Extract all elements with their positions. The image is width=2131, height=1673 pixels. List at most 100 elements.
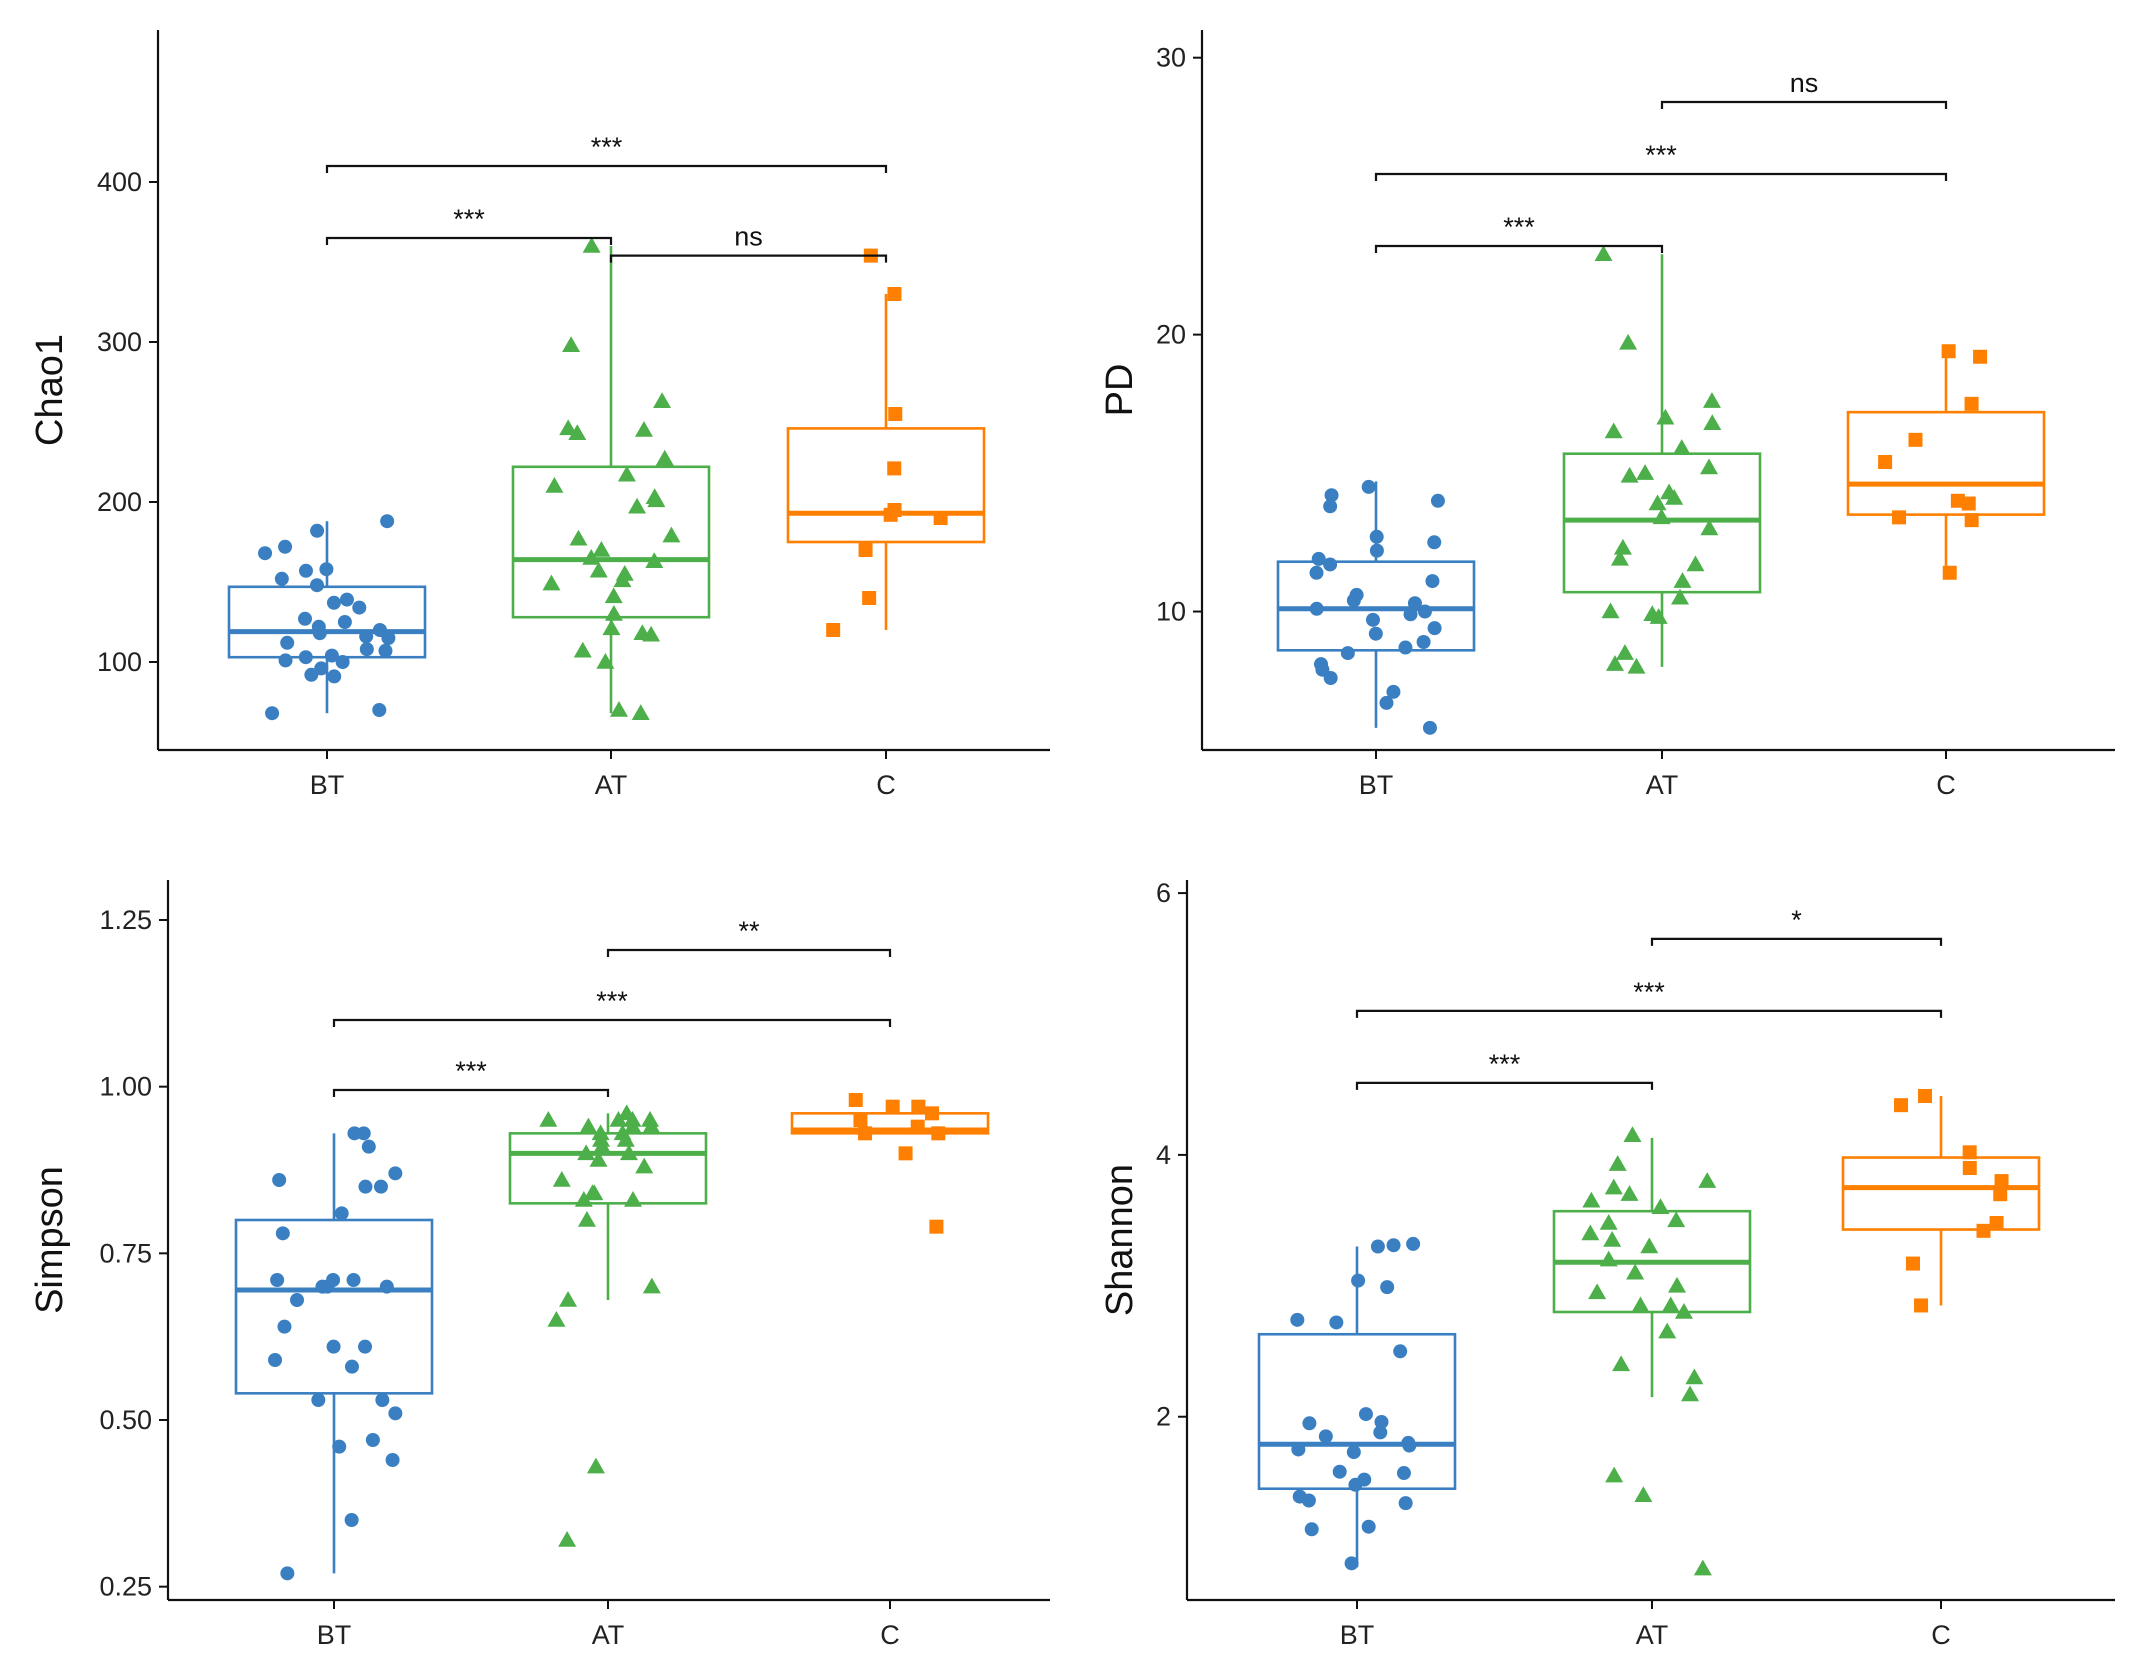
simpson-point-c — [848, 1093, 863, 1107]
simpson-point-at — [613, 1124, 632, 1141]
shannon-point-at — [1667, 1211, 1686, 1228]
shannon-point-bt — [1291, 1442, 1306, 1457]
simpson-point-bt — [379, 1279, 394, 1294]
shannon-point-c — [1994, 1174, 2009, 1189]
simpson-point-at — [559, 1291, 578, 1307]
shannon-point-c — [1989, 1215, 2004, 1230]
shannon-point-bt — [1318, 1429, 1333, 1444]
chao1-point-c — [887, 461, 902, 476]
panel-pd: 10 20 30 BT AT C PD *** *** ns — [1099, 30, 2115, 800]
simpson-point-bt — [268, 1353, 283, 1367]
pd-point-bt — [1361, 479, 1376, 494]
chao1-significance-bt-c: *** — [325, 132, 888, 173]
chao1-point-bt — [352, 600, 367, 615]
chao1-point-at — [569, 529, 588, 546]
shannon-box-at — [1552, 1137, 1752, 1398]
simpson-point-bt — [280, 1566, 295, 1581]
pd-box-c — [1846, 351, 2046, 573]
pd-box-bt — [1276, 481, 1476, 728]
chao1-point-at — [589, 561, 608, 578]
chao1-point-bt — [378, 643, 393, 658]
pd-point-bt — [1309, 601, 1324, 616]
chao1-y-tick-label: 100 — [97, 647, 142, 677]
chao1-point-at — [645, 552, 664, 568]
chao1-point-bt — [359, 642, 374, 657]
simpson-y-tick-label: 0.50 — [99, 1405, 152, 1435]
simpson-point-at — [591, 1124, 610, 1141]
shannon-point-bt — [1344, 1556, 1359, 1571]
chao1-significance-bracket — [325, 236, 613, 245]
chao1-point-bt — [326, 595, 341, 610]
chao1-point-at — [568, 424, 587, 440]
simpson-point-c — [885, 1099, 900, 1114]
chao1-point-at — [604, 605, 623, 621]
chao1-point-bt — [359, 629, 374, 644]
simpson-point-c — [858, 1126, 873, 1141]
shannon-point-c — [1993, 1187, 2008, 1202]
pd-x-tick-label-c: C — [1936, 770, 1956, 800]
simpson-iqr-box-at — [508, 1132, 708, 1205]
chao1-box-c — [786, 294, 986, 630]
pd-point-at — [1656, 408, 1675, 425]
pd-significance-bt-at: *** — [1374, 212, 1664, 253]
pd-y-tick-label: 20 — [1156, 320, 1186, 350]
simpson-point-at — [624, 1191, 643, 1207]
pd-point-bt — [1403, 607, 1418, 622]
chao1-point-bt — [265, 706, 280, 721]
shannon-point-at — [1693, 1559, 1712, 1576]
pd-point-bt — [1379, 695, 1394, 710]
pd-point-at — [1610, 549, 1629, 566]
shannon-point-bt — [1304, 1522, 1319, 1537]
shannon-point-bt — [1373, 1425, 1388, 1440]
shannon-point-bt — [1361, 1519, 1376, 1534]
shannon-significance-bracket — [1355, 1009, 1943, 1018]
pd-point-at — [1643, 605, 1662, 622]
chao1-point-at — [645, 488, 664, 504]
pd-point-at — [1604, 422, 1623, 439]
simpson-point-bt — [365, 1433, 380, 1447]
pd-point-c — [1950, 493, 1965, 508]
pd-point-at — [1671, 588, 1690, 605]
simpson-point-at — [552, 1171, 571, 1187]
simpson-point-c — [924, 1106, 939, 1121]
shannon-point-at — [1634, 1486, 1653, 1503]
pd-y-axis-label: PD — [1099, 364, 1141, 417]
pd-point-at — [1673, 572, 1692, 588]
simpson-point-c — [898, 1146, 913, 1161]
pd-point-at — [1636, 464, 1655, 480]
simpson-point-at — [579, 1117, 598, 1134]
pd-point-c — [1941, 344, 1956, 359]
chao1-point-at — [628, 497, 647, 514]
pd-point-bt — [1427, 621, 1442, 636]
chao1-point-bt — [310, 523, 325, 538]
shannon-iqr-box-c — [1841, 1156, 2041, 1231]
chao1-point-c — [862, 591, 877, 605]
shannon-point-at — [1631, 1296, 1650, 1313]
shannon-point-bt — [1329, 1315, 1344, 1330]
chao1-y-tick-label: 200 — [97, 487, 142, 517]
pd-x-tick-label-bt: BT — [1359, 770, 1394, 800]
simpson-significance-bracket — [332, 1088, 610, 1097]
chao1-point-at — [542, 574, 561, 591]
chao1-x-tick-label-bt: BT — [310, 770, 345, 800]
chao1-point-at — [662, 526, 681, 543]
simpson-point-bt — [311, 1393, 326, 1407]
simpson-significance-bracket — [606, 948, 892, 957]
shannon-point-at — [1620, 1185, 1639, 1201]
pd-point-at — [1702, 392, 1721, 408]
pd-point-bt — [1422, 720, 1437, 735]
pd-point-at — [1601, 602, 1620, 619]
simpson-point-at — [586, 1457, 605, 1474]
chao1-point-at — [582, 237, 601, 253]
shannon-point-at — [1661, 1296, 1680, 1313]
chao1-point-c — [887, 287, 902, 301]
shannon-y-axis-label: Shannon — [1099, 1164, 1141, 1316]
chao1-point-bt — [274, 571, 289, 586]
simpson-point-at — [583, 1184, 602, 1201]
chao1-point-bt — [372, 623, 387, 637]
shannon-point-at — [1685, 1368, 1704, 1385]
shannon-point-bt — [1401, 1435, 1416, 1450]
shannon-point-at — [1640, 1237, 1659, 1254]
chao1-point-c — [826, 623, 841, 637]
